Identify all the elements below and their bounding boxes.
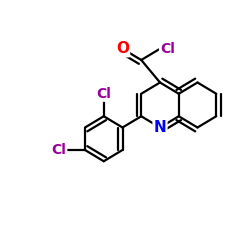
Text: Cl: Cl: [160, 42, 175, 56]
Text: O: O: [116, 41, 129, 56]
Text: Cl: Cl: [96, 87, 111, 101]
Text: N: N: [154, 120, 166, 135]
Text: Cl: Cl: [52, 143, 66, 157]
